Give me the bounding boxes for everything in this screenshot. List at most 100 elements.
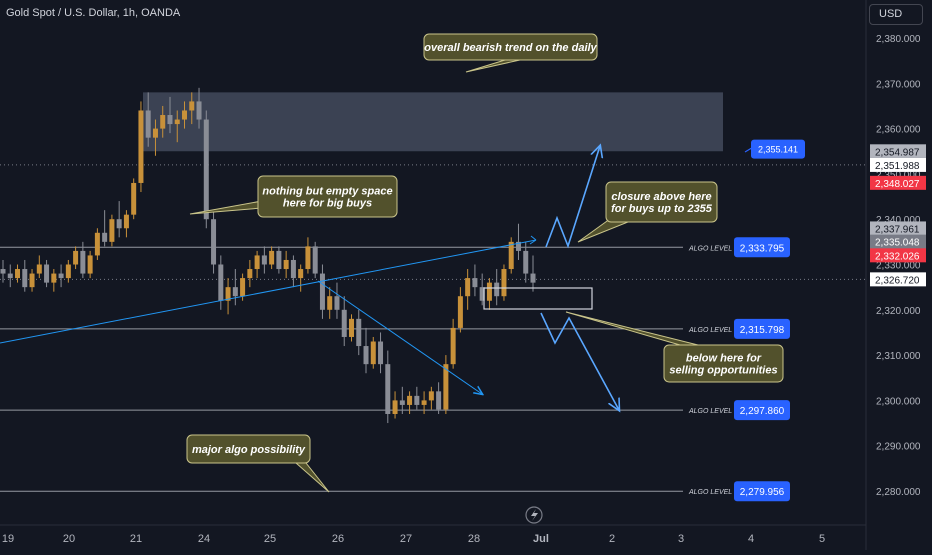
x-tick-label: 5	[819, 533, 825, 545]
algo-level-value: 2,315.798	[740, 325, 785, 336]
candle-body	[116, 219, 122, 229]
candle-body	[269, 250, 275, 265]
candle-body	[232, 287, 238, 297]
y-tick-label: 2,340.000	[876, 215, 921, 226]
candle-body	[203, 119, 209, 220]
candle-body	[407, 395, 413, 405]
lightning-icon-bolt	[531, 509, 538, 521]
candle-body	[145, 110, 151, 138]
callout-box	[186, 434, 311, 464]
x-tick-label: 25	[264, 533, 276, 545]
lightning-icon[interactable]	[525, 506, 543, 524]
x-tick-label: Jul	[533, 533, 549, 545]
candle-body	[436, 391, 442, 410]
price-axis-badge-value: 2,335.048	[875, 238, 920, 249]
y-tick-label: 2,290.000	[876, 442, 921, 453]
callout-text: here for big buys	[283, 198, 372, 210]
y-tick-label: 2,350.000	[876, 170, 921, 181]
price-axis-badge-value: 2,332.026	[875, 251, 920, 262]
bearish-projection-arrow[interactable]	[540, 312, 619, 410]
x-tick-label: 26	[332, 533, 344, 545]
algo-level-badge	[734, 237, 790, 258]
annotation-callout[interactable]: major algo possibility	[186, 434, 330, 493]
algo-level-label: ALGO LEVEL	[688, 245, 732, 252]
candle-body	[290, 259, 296, 279]
x-tick-label: 21	[130, 533, 142, 545]
y-tick-label: 2,370.000	[876, 79, 921, 90]
candle-body	[298, 269, 304, 279]
x-tick-label: 19	[2, 533, 14, 545]
breakout-box[interactable]	[483, 287, 593, 310]
price-axis-badge	[870, 144, 926, 159]
candle-body	[174, 119, 180, 125]
trend-line-bullish[interactable]	[0, 239, 537, 344]
price-axis-badge	[870, 175, 926, 190]
trend-line-tip	[529, 239, 537, 245]
candle-body	[196, 101, 202, 120]
candle-body	[123, 214, 129, 229]
algo-level-badge	[734, 481, 790, 502]
y-tick-label: 2,320.000	[876, 306, 921, 317]
candle-body	[51, 273, 57, 283]
candle-body	[378, 341, 384, 365]
candle-body	[283, 259, 289, 270]
candle-body	[160, 115, 166, 129]
callout-box	[423, 33, 598, 61]
price-axis-badge	[870, 234, 926, 249]
price-axis-badge	[870, 248, 926, 263]
annotation-callout[interactable]: overall bearish trend on the daily	[423, 33, 598, 73]
candle-body	[305, 246, 311, 270]
callout-text: selling opportunities	[669, 365, 777, 377]
candle-body	[450, 327, 456, 365]
target-price-pointer	[744, 142, 761, 153]
y-tick-label: 2,310.000	[876, 351, 921, 362]
candle-body	[479, 287, 485, 301]
candle-body	[334, 296, 340, 310]
candle-body	[515, 241, 521, 251]
candle-body	[44, 264, 50, 283]
candle-body	[254, 255, 260, 270]
candle-body	[102, 232, 108, 242]
x-tick-label: 3	[678, 533, 684, 545]
candle-body	[276, 250, 282, 270]
candle-body	[109, 219, 115, 242]
candle-body	[530, 273, 536, 283]
candle-body	[0, 269, 6, 274]
candle-body	[65, 264, 71, 279]
candle-body	[94, 232, 100, 256]
price-axis-badge-value: 2,326.720	[875, 275, 920, 286]
price-axis-badge	[870, 157, 926, 172]
candle-body	[218, 264, 224, 301]
candle-body	[189, 101, 195, 111]
candle-body	[225, 287, 231, 301]
candle-body	[15, 269, 21, 279]
candle-body	[87, 255, 93, 274]
currency-button[interactable]: USD	[869, 4, 923, 25]
x-tick-label: 27	[400, 533, 412, 545]
bullish-projection-arrow[interactable]	[545, 146, 600, 249]
candle-body	[80, 250, 86, 274]
algo-level-label: ALGO LEVEL	[688, 489, 732, 496]
price-axis-badge-value: 2,354.987	[875, 147, 920, 158]
candle-body	[399, 400, 405, 405]
candle-body	[73, 250, 79, 265]
candle-body	[131, 182, 137, 215]
symbol-title: Gold Spot / U.S. Dollar, 1h, OANDA	[6, 7, 181, 19]
y-tick-label: 2,330.000	[876, 261, 921, 272]
candle-body	[356, 318, 362, 347]
callout-box	[605, 181, 718, 223]
candle-body	[167, 115, 173, 125]
y-tick-label: 2,380.000	[876, 34, 921, 45]
candle-body	[312, 246, 318, 274]
candle-body	[58, 273, 64, 279]
algo-level-badge	[734, 400, 790, 421]
candle-body	[240, 278, 246, 297]
supply-zone[interactable]	[143, 92, 723, 152]
callout-text: below here for	[686, 353, 762, 365]
trend-line-bearish[interactable]	[317, 280, 482, 394]
